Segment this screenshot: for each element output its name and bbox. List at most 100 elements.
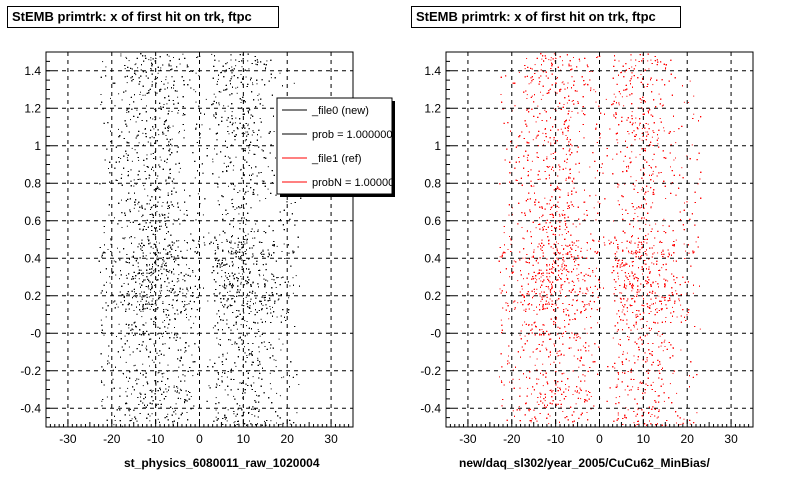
data-point — [141, 316, 143, 318]
data-point — [257, 357, 259, 359]
data-point — [100, 319, 102, 321]
data-point — [173, 385, 175, 387]
data-point — [148, 285, 149, 287]
data-point — [250, 353, 252, 355]
data-point — [257, 229, 259, 231]
data-point — [238, 292, 240, 294]
data-point — [217, 78, 219, 80]
data-point — [257, 194, 259, 196]
data-point — [190, 396, 192, 397]
data-point — [128, 410, 130, 412]
data-point — [239, 190, 241, 192]
data-point — [178, 274, 180, 276]
data-point — [153, 170, 155, 172]
data-point — [212, 161, 214, 163]
data-point — [283, 243, 285, 245]
data-point — [165, 183, 167, 185]
data-point — [273, 359, 275, 361]
data-point — [165, 180, 167, 182]
data-point — [162, 202, 164, 203]
data-point — [240, 281, 242, 283]
data-point — [191, 354, 193, 356]
data-point — [243, 70, 245, 72]
data-point — [218, 176, 220, 178]
data-point — [233, 395, 235, 397]
data-point — [230, 240, 232, 242]
data-point — [154, 303, 156, 305]
data-point — [190, 316, 192, 318]
data-point — [215, 96, 217, 98]
data-point — [178, 366, 180, 368]
data-point — [119, 278, 120, 280]
data-point — [143, 324, 145, 326]
data-point — [269, 347, 271, 349]
data-point — [232, 263, 234, 265]
data-point — [106, 396, 108, 398]
data-point — [157, 72, 159, 74]
data-point — [184, 240, 186, 242]
data-point — [131, 147, 133, 149]
data-point — [240, 324, 242, 326]
data-point — [150, 69, 152, 71]
data-point — [109, 282, 111, 284]
data-point — [156, 259, 158, 261]
data-point — [195, 316, 197, 318]
data-point — [124, 68, 126, 70]
data-point — [160, 225, 162, 227]
data-point — [183, 129, 185, 131]
data-point — [166, 391, 168, 393]
data-point — [261, 251, 262, 253]
data-point — [231, 111, 233, 113]
data-point — [134, 64, 136, 66]
data-point — [202, 214, 204, 216]
data-point — [150, 304, 152, 306]
data-point — [258, 351, 260, 353]
data-point — [129, 354, 131, 356]
data-point — [134, 291, 135, 293]
data-point — [134, 71, 136, 73]
data-point — [173, 273, 175, 275]
data-point — [126, 58, 128, 59]
data-point — [179, 209, 181, 211]
data-point — [231, 199, 233, 201]
data-point — [151, 81, 153, 83]
data-point — [185, 296, 187, 298]
data-point — [241, 127, 243, 129]
data-point — [121, 173, 123, 175]
data-point — [179, 388, 181, 390]
data-point — [100, 104, 102, 106]
data-point — [166, 274, 167, 276]
data-point — [182, 114, 184, 116]
data-point — [218, 293, 220, 295]
data-point — [267, 166, 269, 168]
data-point — [244, 243, 246, 245]
data-point — [131, 393, 132, 395]
data-point — [121, 425, 123, 427]
data-point — [272, 274, 274, 276]
data-point — [151, 136, 153, 138]
data-point — [213, 93, 215, 95]
data-point — [259, 200, 261, 202]
data-point — [239, 405, 241, 407]
data-point — [253, 231, 255, 233]
data-point — [223, 105, 225, 107]
data-point — [231, 66, 233, 68]
data-point — [243, 175, 245, 177]
data-point — [207, 300, 209, 302]
data-point — [260, 252, 262, 254]
data-point — [139, 113, 140, 115]
data-point — [144, 279, 146, 281]
data-point — [142, 385, 144, 387]
data-point — [153, 270, 154, 272]
data-point — [269, 306, 271, 307]
data-point — [184, 402, 185, 404]
data-point — [178, 171, 180, 173]
data-point — [215, 397, 217, 399]
data-point — [162, 335, 164, 337]
data-point — [222, 285, 224, 287]
data-point — [129, 237, 131, 239]
data-point — [238, 256, 239, 258]
data-point — [216, 383, 218, 385]
data-point — [244, 346, 245, 348]
data-point — [227, 305, 229, 307]
